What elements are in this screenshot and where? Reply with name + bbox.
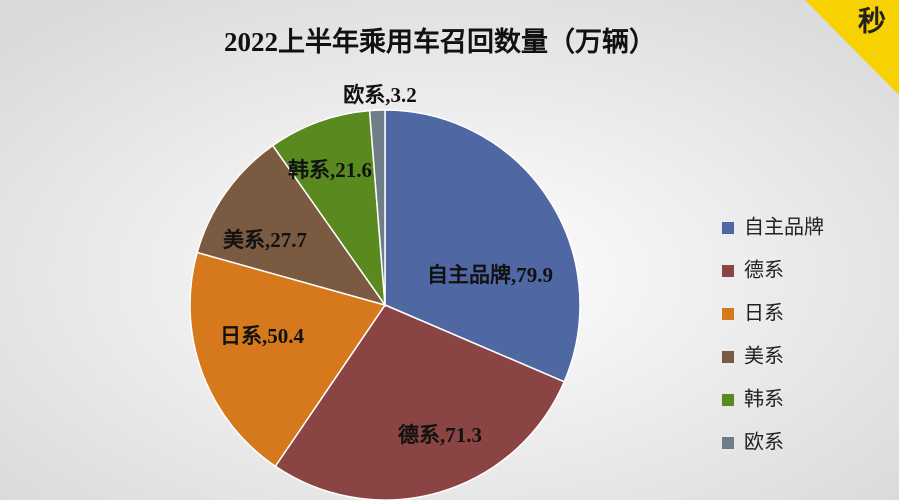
chart-title: 2022上半年乘用车召回数量（万辆） [224,26,656,57]
legend-swatch [722,308,734,320]
legend-label: 德系 [744,258,784,282]
legend-swatch [722,394,734,406]
legend-label: 自主品牌 [744,215,824,239]
pie-slice [189,251,387,468]
watermark: 秒 [858,5,886,37]
data-label: 欧系,3.2 [343,83,417,107]
legend-swatch [722,437,734,449]
data-label: 日系,50.4 [220,324,304,348]
pie-slice [271,109,386,308]
legend-label: 日系 [744,301,784,325]
pie-slice [196,144,387,307]
data-label: 韩系,21.6 [288,158,372,182]
pie-slice [274,304,566,500]
legend-swatch [722,265,734,277]
pie-slice [384,109,581,383]
legend-swatch [722,222,734,234]
legend-label: 美系 [744,344,784,368]
legend-label: 欧系 [744,430,784,454]
data-label: 德系,71.3 [398,423,482,447]
legend-label: 韩系 [744,387,784,411]
data-label: 美系,27.7 [223,228,307,252]
legend-swatch [722,351,734,363]
watermark-badge [805,0,899,95]
pie-slice [368,109,386,306]
data-label: 自主品牌,79.9 [427,263,553,287]
